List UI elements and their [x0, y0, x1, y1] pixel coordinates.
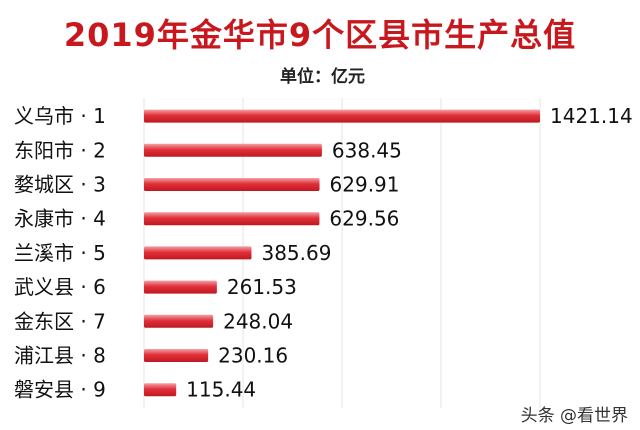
chart-title: 2019年金华市9个区县市生产总值	[63, 16, 577, 54]
value-label-8: 230.16	[218, 344, 288, 368]
category-label-3: 婺城区 · 3	[14, 173, 106, 197]
category-label-4: 永康市 · 4	[14, 207, 106, 231]
watermark: 头条 @看世界	[520, 406, 628, 426]
bar-8	[144, 349, 209, 362]
bar-3	[144, 178, 320, 191]
value-label-7: 248.04	[223, 309, 293, 333]
value-label-6: 261.53	[227, 275, 297, 299]
bar-7	[144, 314, 214, 328]
value-label-5: 385.69	[261, 241, 331, 265]
category-label-1: 义乌市 · 1	[14, 104, 106, 128]
category-label-5: 兰溪市 · 5	[14, 241, 106, 265]
bar-9	[144, 383, 177, 397]
bar-4	[144, 212, 320, 226]
value-label-9: 115.44	[186, 378, 256, 402]
bar-5	[144, 246, 252, 260]
value-label-2: 638.45	[332, 138, 402, 162]
chart-subtitle: 单位：亿元	[280, 67, 365, 87]
category-label-9: 磐安县 · 9	[14, 378, 106, 402]
category-label-7: 金东区 · 7	[14, 309, 106, 333]
category-label-8: 浦江县 · 8	[14, 344, 106, 368]
bar-1	[144, 109, 540, 123]
bar-2	[144, 143, 322, 157]
value-label-4: 629.56	[329, 207, 399, 231]
value-label-3: 629.91	[330, 173, 400, 197]
bar-6	[144, 280, 217, 294]
category-label-6: 武义县 · 6	[14, 275, 106, 299]
value-label-1: 1421.14	[550, 104, 633, 128]
category-label-2: 东阳市 · 2	[14, 138, 106, 162]
